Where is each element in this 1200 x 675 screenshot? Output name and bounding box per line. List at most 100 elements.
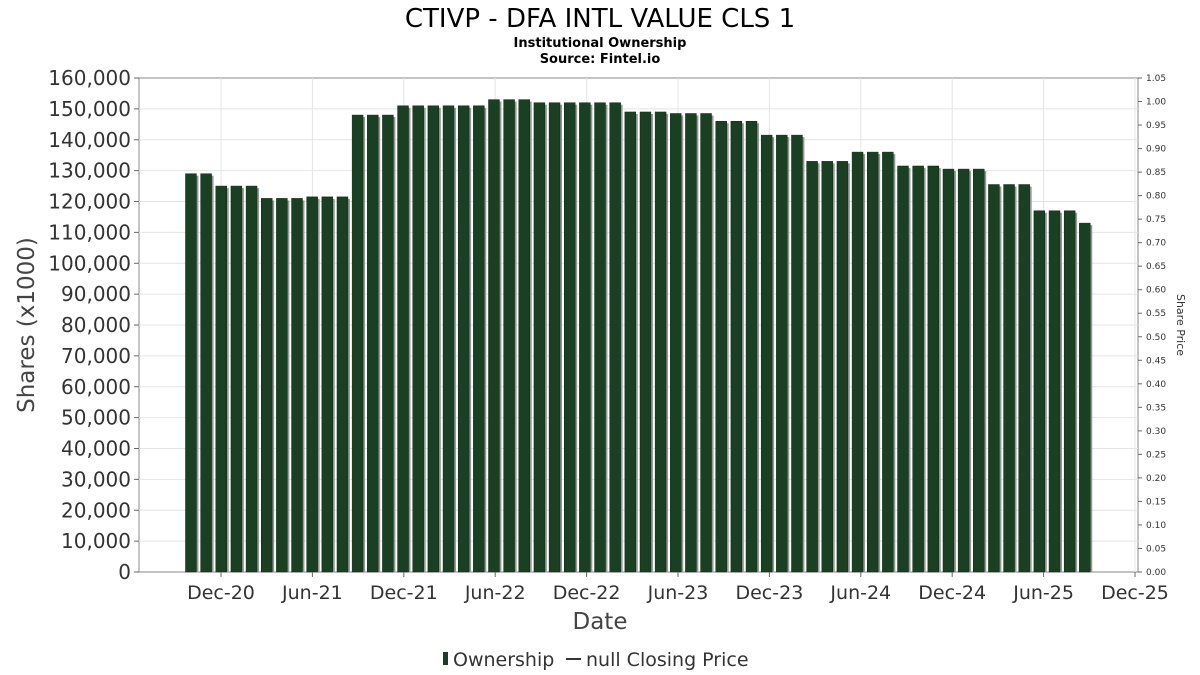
ownership-bar [821, 161, 833, 573]
y-tick-label: 50,000 [61, 406, 131, 430]
ownership-bar [397, 105, 409, 573]
y2-tick-label: 0.20 [1146, 474, 1166, 484]
ownership-bar [230, 185, 243, 573]
y-tick-label: 0 [118, 560, 131, 584]
y-tick-label: 150,000 [48, 97, 131, 121]
y-tick-label: 20,000 [61, 498, 131, 522]
ownership-bar [457, 105, 470, 573]
ownership-bar [533, 102, 546, 573]
y-tick-label: 130,000 [48, 159, 131, 183]
ownership-bar [654, 111, 667, 573]
y2-tick-label: 0.00 [1146, 568, 1166, 578]
y2-tick-label: 0.60 [1146, 286, 1166, 296]
y2-tick-label: 0.10 [1146, 521, 1166, 531]
ownership-bar [927, 165, 940, 573]
ownership-bar [215, 185, 227, 573]
ownership-bar [973, 168, 985, 573]
ownership-bar [942, 168, 955, 573]
ownership-bar [473, 105, 485, 573]
y2-tick-label: 0.90 [1146, 145, 1166, 155]
ownership-bar [351, 114, 364, 573]
y2-tick-label: 0.65 [1146, 262, 1166, 272]
legend-ownership-label: Ownership [453, 649, 554, 671]
y2-axis-label: Share Price [1174, 294, 1187, 356]
y-tick-label: 30,000 [61, 467, 131, 491]
y2-tick-label: 0.40 [1146, 380, 1166, 390]
y2-tick-label: 0.05 [1146, 544, 1166, 554]
y-tick-label: 120,000 [48, 190, 131, 214]
ownership-bar [776, 134, 788, 573]
y2-tick-label: 0.55 [1146, 309, 1166, 319]
legend: Ownership null Closing Price [443, 649, 749, 671]
y-tick-label: 70,000 [61, 344, 131, 368]
x-tick-label: Dec-22 [553, 582, 621, 604]
x-tick-label: Dec-25 [1101, 582, 1169, 604]
y-tick-label: 60,000 [61, 375, 131, 399]
ownership-bar [730, 120, 743, 573]
ownership-bar [564, 102, 576, 573]
ownership-bar [715, 120, 727, 573]
x-tick-label: Jun-21 [281, 582, 343, 604]
y2-tick-label: 0.50 [1146, 333, 1166, 343]
y-tick-label: 90,000 [61, 282, 131, 306]
ownership-bar [594, 102, 606, 573]
y-tick-label: 110,000 [48, 220, 131, 244]
ownership-bar [791, 134, 803, 573]
y2-tick-label: 0.70 [1146, 239, 1166, 249]
y2-tick-label: 0.85 [1146, 168, 1166, 178]
ownership-bar [882, 151, 894, 573]
x-axis-label: Date [573, 609, 628, 635]
x-tick-label: Jun-23 [647, 582, 709, 604]
ownership-bar [806, 161, 818, 573]
ownership-bar [867, 151, 879, 573]
ownership-bar [382, 114, 394, 573]
y2-tick-label: 0.35 [1146, 403, 1166, 413]
ownership-bar [488, 99, 500, 573]
ownership-bar [336, 196, 349, 573]
ownership-bar [745, 120, 758, 573]
x-tick-label: Dec-23 [735, 582, 803, 604]
ownership-bar [1003, 184, 1015, 573]
y2-tick-label: 0.45 [1146, 356, 1166, 366]
ownership-bar [957, 168, 970, 573]
chart-subtitle: Institutional Ownership [514, 36, 687, 51]
ownership-bar [185, 173, 197, 573]
x-tick-label: Jun-22 [464, 582, 526, 604]
ownership-bar [897, 165, 909, 573]
ownership-bar [261, 198, 273, 573]
y2-tick-label: 1.00 [1146, 98, 1166, 108]
ownership-bar [548, 102, 561, 573]
ownership-bar [276, 198, 288, 573]
chart-source: Source: Fintel.io [540, 52, 661, 67]
y-tick-label: 160,000 [48, 66, 131, 90]
ownership-bar [988, 184, 1000, 573]
y2-tick-label: 0.25 [1146, 450, 1166, 460]
legend-price-label: null Closing Price [586, 649, 749, 671]
ownership-bar [518, 99, 530, 573]
y2-tick-label: 0.30 [1146, 427, 1166, 437]
ownership-bar [503, 99, 515, 573]
x-tick-label: Jun-24 [829, 582, 891, 604]
y2-tick-label: 0.80 [1146, 192, 1166, 202]
y-tick-label: 100,000 [48, 251, 131, 275]
x-tick-label: Dec-20 [187, 582, 255, 604]
ownership-bar [836, 161, 849, 573]
ownership-bar [1048, 210, 1061, 573]
ownership-bar [609, 102, 621, 573]
left-axis-ticks: 0 10,000 20,000 30,000 40,000 50,000 60,000 70,… [48, 66, 139, 584]
ownership-bar [291, 198, 303, 573]
x-tick-label: Jun-25 [1012, 582, 1074, 604]
y-tick-label: 140,000 [48, 128, 131, 152]
ownership-bar [367, 114, 379, 573]
ownership-bar [1033, 210, 1046, 573]
ownership-bar [685, 113, 697, 573]
legend-ownership-swatch [443, 652, 448, 665]
ownership-bar [624, 111, 637, 573]
y2-tick-label: 1.05 [1146, 74, 1166, 84]
y2-tick-label: 0.95 [1146, 121, 1166, 131]
chart-title: CTIVP - DFA INTL VALUE CLS 1 [405, 4, 795, 34]
y-tick-label: 80,000 [61, 313, 131, 337]
ownership-bar [321, 196, 334, 573]
ownership-bar [427, 105, 440, 573]
